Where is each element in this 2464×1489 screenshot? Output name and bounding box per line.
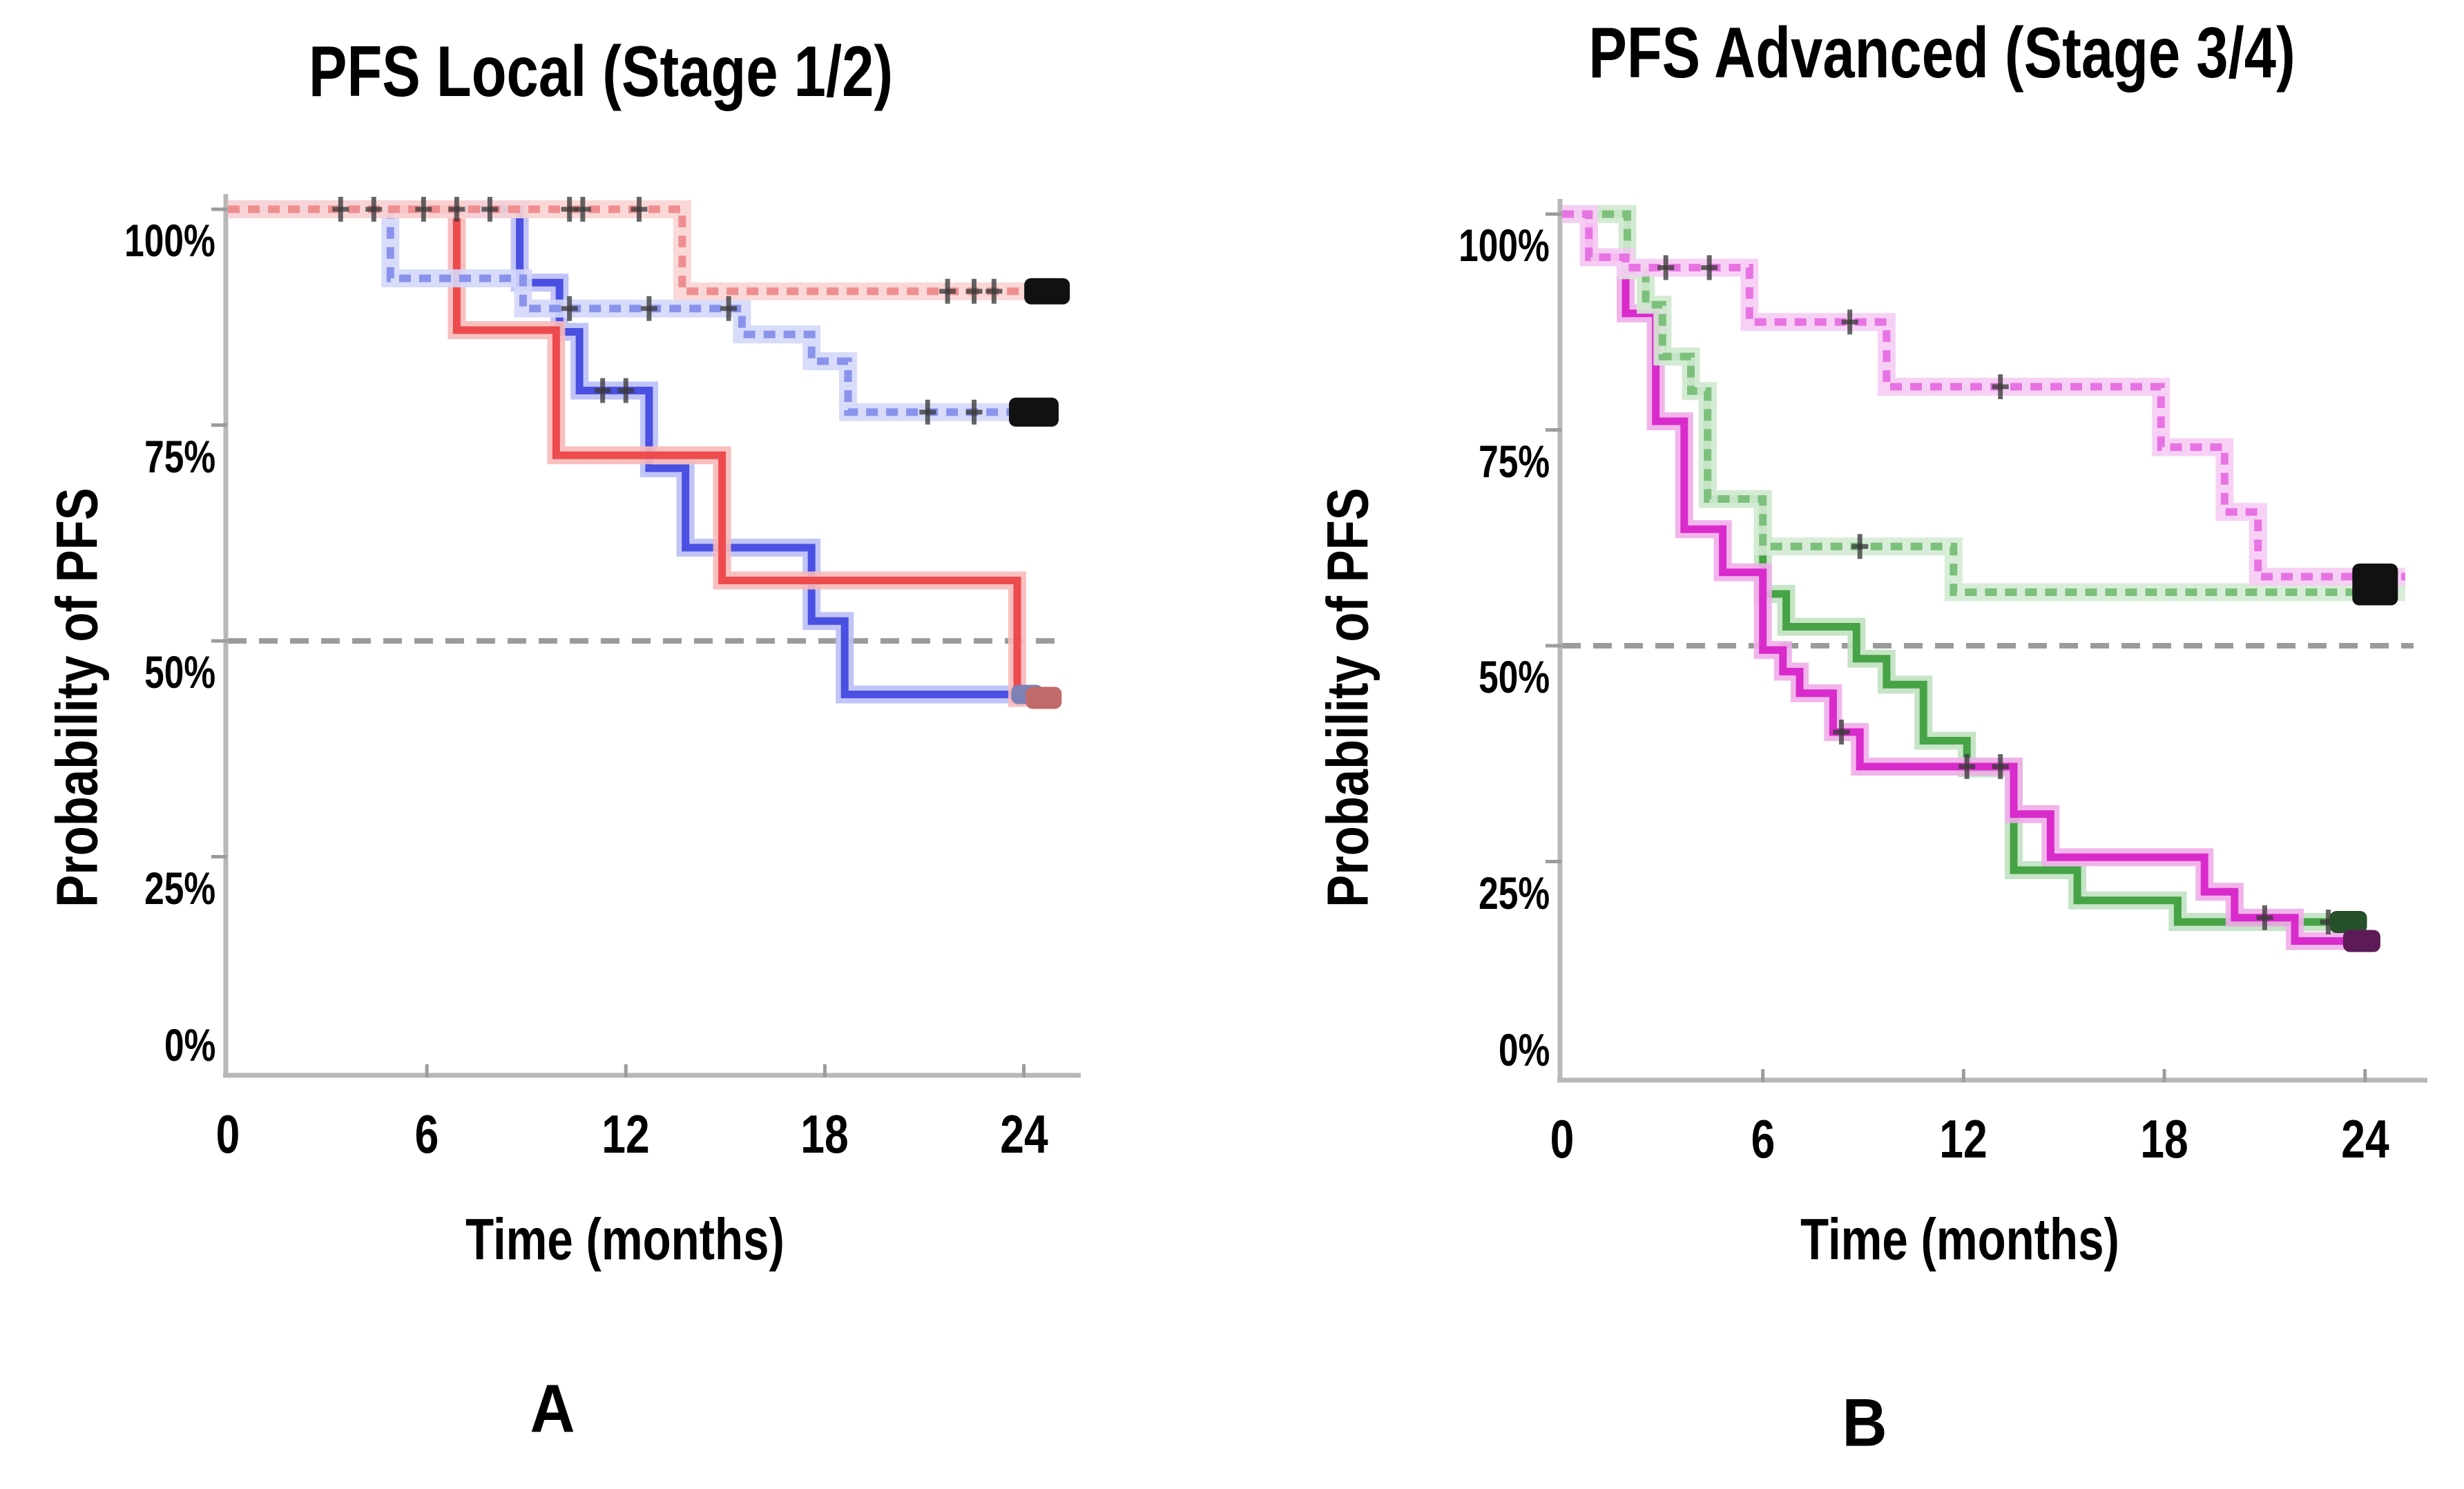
panel-a-x-axis-label: Time (months) <box>465 1207 785 1272</box>
solid-green-end-marker <box>2329 911 2367 933</box>
panel-a-x-tick-label: 12 <box>601 1104 650 1164</box>
pink-dashed-end-marker <box>2352 564 2398 590</box>
light-blue-dashed-curve <box>228 205 1054 416</box>
panel-a-y-tick-label: 100% <box>124 215 215 266</box>
panel-b-x-tick-label: 24 <box>2341 1108 2389 1169</box>
solid-red-end-marker <box>1026 686 1062 709</box>
panel-b-x-tick-label: 0 <box>1550 1108 1575 1169</box>
panel-b-y-tick-label: 50% <box>1478 651 1550 702</box>
panel-a-x-tick-label: 6 <box>414 1104 439 1164</box>
panel-a-x-tick-label: 24 <box>999 1104 1048 1164</box>
panel-b-x-tick-label: 18 <box>2140 1108 2188 1169</box>
panel-a-y-tick-label: 75% <box>144 430 215 482</box>
panel-b-y-tick-label: 100% <box>1459 220 1550 271</box>
panel-a-y-tick-label: 0% <box>164 1019 215 1070</box>
solid-magenta-end-marker <box>2342 930 2380 952</box>
light-blue-dashed-end-marker <box>1008 397 1059 427</box>
panel-b-x-tick-label: 6 <box>1751 1108 1775 1169</box>
panel-a-y-tick-label: 25% <box>144 862 215 914</box>
panel-b-x-tick-label: 12 <box>1939 1108 1988 1169</box>
panel-a-y-tick-label: 50% <box>144 646 215 698</box>
panel-a-title: PFS Local (Stage 1/2) <box>308 32 894 112</box>
solid-blue-curve <box>228 205 1021 698</box>
panel-a-x-tick-label: 18 <box>800 1104 849 1164</box>
panel-b-title: PFS Advanced (Stage 3/4) <box>1588 13 2295 93</box>
panel-b-y-tick-label: 25% <box>1478 867 1550 919</box>
panel-b-letter: B <box>1842 1384 1887 1461</box>
panel-b-y-tick-label: 0% <box>1498 1024 1550 1075</box>
pink-dashed-curve <box>1562 210 2405 581</box>
panel-a-x-tick-label: 0 <box>215 1104 240 1164</box>
light-red-dashed-end-marker <box>1024 278 1070 305</box>
panel-b-x-axis-label: Time (months) <box>1800 1207 2119 1272</box>
panel-b-y-tick-label: 75% <box>1478 435 1550 487</box>
panel-a-letter: A <box>530 1370 575 1447</box>
